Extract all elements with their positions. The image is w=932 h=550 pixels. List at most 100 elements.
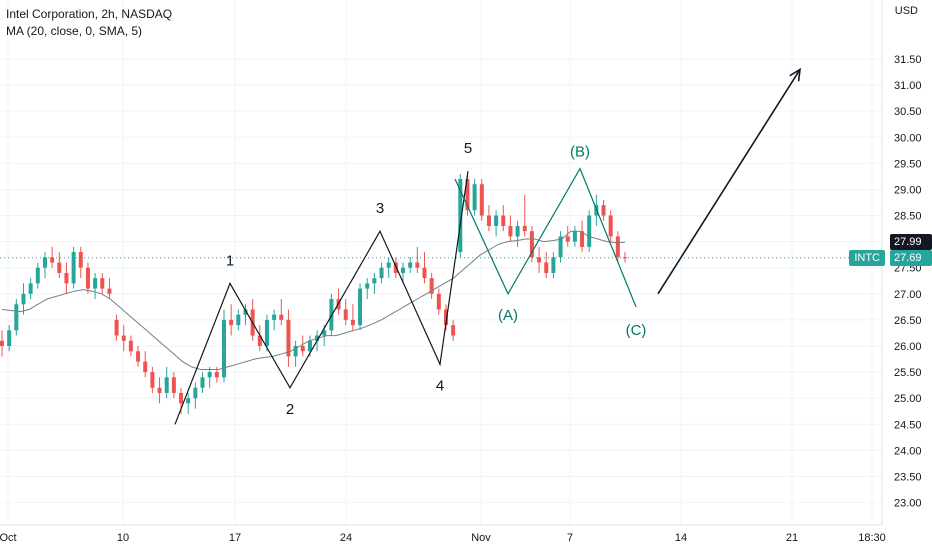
candle-body xyxy=(107,288,112,294)
candle-body xyxy=(207,372,212,378)
candle-body xyxy=(587,215,592,247)
symbol-title[interactable]: Intel Corporation, 2h, NASDAQ xyxy=(6,7,173,21)
ma-line xyxy=(1,230,626,370)
candle-body xyxy=(50,257,55,263)
candle-body xyxy=(508,225,513,237)
candle-body xyxy=(300,346,305,352)
wave-label: 4 xyxy=(436,377,444,394)
wave-label: 2 xyxy=(286,401,294,418)
x-tick-label: Oct xyxy=(0,532,17,544)
candle-body xyxy=(78,252,83,268)
candle-body xyxy=(544,262,549,273)
candle-body xyxy=(322,330,327,336)
corrective-label: (A) xyxy=(498,307,518,324)
currency-label: USD xyxy=(894,5,918,17)
candle-body xyxy=(343,309,348,320)
candle-body xyxy=(436,293,441,310)
candle-body xyxy=(386,262,391,268)
candle-body xyxy=(21,293,26,305)
candle-body xyxy=(121,335,126,341)
candle-body xyxy=(286,319,291,357)
y-tick-label: 30.00 xyxy=(894,132,922,144)
x-tick-label: 10 xyxy=(117,532,129,544)
y-tick-label: 25.50 xyxy=(894,367,922,379)
x-tick-label: 17 xyxy=(229,532,241,544)
x-tick-label: 21 xyxy=(786,532,798,544)
candle-body xyxy=(293,346,298,357)
candle-body xyxy=(7,330,12,346)
candle-body xyxy=(486,215,491,226)
candle-body xyxy=(372,278,377,284)
candle-body xyxy=(522,225,527,232)
y-tick-label: 24.50 xyxy=(894,419,922,431)
candle-body xyxy=(515,225,520,237)
candle-body xyxy=(529,231,534,258)
y-tick-label: 25.00 xyxy=(894,393,922,405)
candle-body xyxy=(64,272,69,284)
candle-body xyxy=(221,319,226,378)
candle-body xyxy=(350,319,355,326)
corrective-label: (C) xyxy=(626,322,647,339)
y-tick-label: 29.00 xyxy=(894,184,922,196)
chart-legend: Intel Corporation, 2h, NASDAQ MA (20, cl… xyxy=(6,6,172,40)
candle-body xyxy=(128,340,133,352)
impulse-wave-line xyxy=(174,171,469,425)
candle-body xyxy=(143,361,148,373)
candle-body xyxy=(186,398,191,404)
projection-arrowhead xyxy=(789,67,801,82)
candle-body xyxy=(472,184,477,211)
candle-body xyxy=(358,288,363,326)
candle-body xyxy=(179,392,184,404)
candle-body xyxy=(14,304,19,331)
y-tick-label: 26.00 xyxy=(894,341,922,353)
candle-body xyxy=(157,387,162,393)
candle-body xyxy=(42,257,47,268)
candle-body xyxy=(401,267,406,273)
y-tick-label: 27.00 xyxy=(894,289,922,301)
y-tick-label: 24.00 xyxy=(894,445,922,457)
candle-body xyxy=(365,283,370,289)
candle-body xyxy=(408,262,413,268)
x-tick-label: 14 xyxy=(675,532,687,544)
corrective-wave-line xyxy=(454,167,637,308)
y-tick-label: 30.50 xyxy=(894,106,922,118)
wave-label: 1 xyxy=(226,252,234,269)
y-tick-label: 31.50 xyxy=(894,54,922,66)
candle-body xyxy=(264,319,269,346)
candle-body xyxy=(615,236,620,258)
candle-body xyxy=(422,267,427,279)
candle-body xyxy=(443,309,448,326)
candle-body xyxy=(214,372,219,378)
candle-body xyxy=(601,205,606,216)
candle-body xyxy=(580,231,585,247)
wave-label: 3 xyxy=(376,200,384,217)
candle-body xyxy=(0,340,4,346)
y-tick-label: 28.50 xyxy=(894,211,922,223)
candle-body xyxy=(57,262,62,273)
y-tick-label: 31.00 xyxy=(894,80,922,92)
candle-body xyxy=(608,215,613,237)
candle-body xyxy=(551,257,556,273)
candle-body xyxy=(164,377,169,393)
candle-body xyxy=(114,319,119,336)
x-tick-label: 24 xyxy=(340,532,352,544)
candle-body xyxy=(501,215,506,226)
y-tick-label: 26.50 xyxy=(894,315,922,327)
candle-body xyxy=(100,278,105,289)
y-tick-label: 23.50 xyxy=(894,471,922,483)
candle-body xyxy=(236,314,241,326)
candle-body xyxy=(279,314,284,320)
candle-body xyxy=(415,262,420,268)
candle-body xyxy=(193,387,198,399)
ma-indicator-label[interactable]: MA (20, close, 0, SMA, 5) xyxy=(6,24,143,38)
candle-body xyxy=(200,377,205,388)
candle-body xyxy=(494,215,499,226)
candle-body xyxy=(572,231,577,242)
candle-body xyxy=(565,236,570,242)
corrective-label: (B) xyxy=(570,144,590,161)
candle-body xyxy=(458,179,463,253)
candle-body xyxy=(451,325,456,336)
symbol-badge[interactable]: INTC xyxy=(849,249,885,266)
